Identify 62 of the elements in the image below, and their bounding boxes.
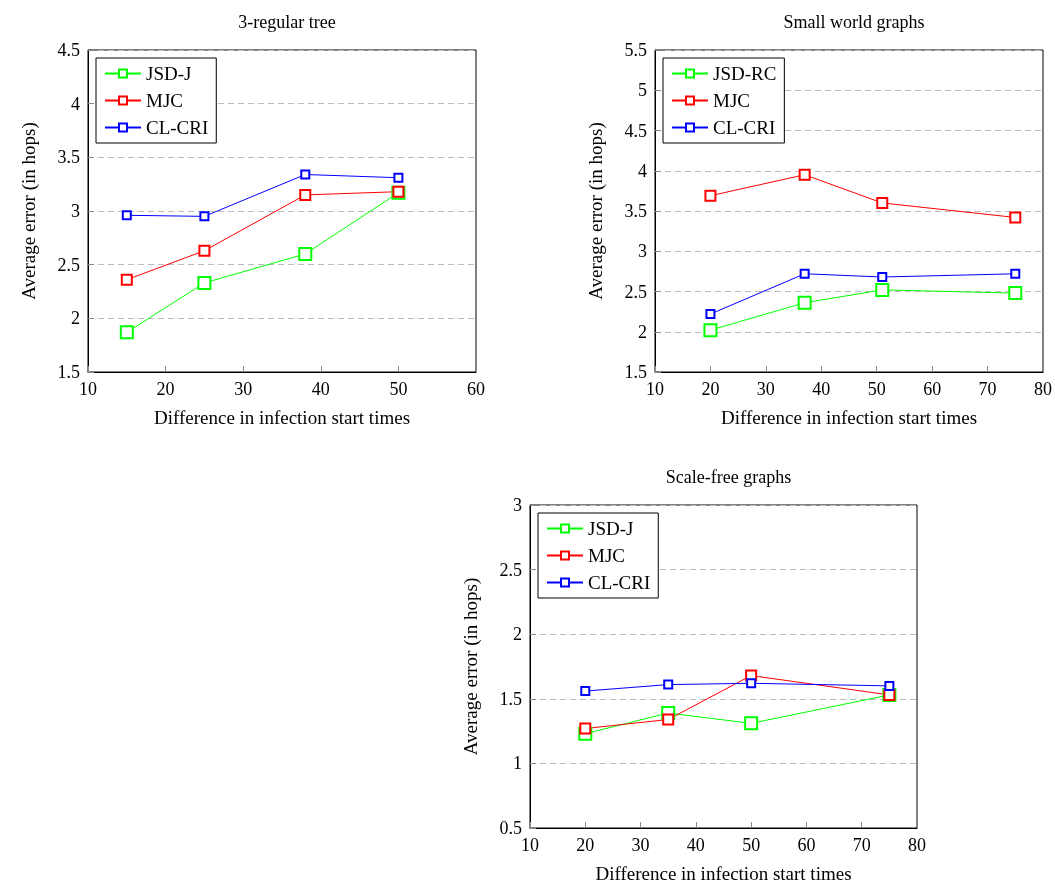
x-tick-label: 60 xyxy=(797,835,816,855)
y-tick-label: 5.5 xyxy=(624,40,647,60)
x-tick-label: 70 xyxy=(978,379,997,399)
x-tick-label: 40 xyxy=(311,379,330,399)
y-tick-label: 4 xyxy=(638,160,647,181)
x-tick-label: 10 xyxy=(521,835,539,855)
chart-title: Small world graphs xyxy=(783,12,925,32)
legend-label: JSD-J xyxy=(146,63,192,84)
y-tick-label: 2 xyxy=(638,321,647,342)
y-tick-label: 3.5 xyxy=(624,201,647,221)
y-tick-label: 4.5 xyxy=(624,120,647,141)
x-tick-label: 50 xyxy=(742,835,761,855)
legend-label: JSD-RC xyxy=(713,63,777,84)
x-axis-title: Difference in infection start times xyxy=(595,863,852,884)
chart-title: 3-regular tree xyxy=(238,12,336,32)
y-tick-label: 1.5 xyxy=(624,362,647,382)
y-tick-label: 2 xyxy=(513,624,522,645)
legend-label: MJC xyxy=(588,545,625,566)
x-tick-label: 40 xyxy=(812,379,831,399)
x-tick-label: 60 xyxy=(923,379,942,399)
y-tick-label: 4.5 xyxy=(57,40,80,60)
x-tick-label: 20 xyxy=(156,379,175,399)
y-tick-label: 2 xyxy=(71,308,80,329)
x-tick-label: 50 xyxy=(389,379,408,399)
x-axis-title: Difference in infection start times xyxy=(720,407,978,428)
x-tick-label: 20 xyxy=(576,835,595,855)
y-tick-label: 5 xyxy=(638,80,647,101)
x-tick-label: 30 xyxy=(631,835,650,855)
y-tick-label: 1.5 xyxy=(57,362,80,382)
x-tick-label: 50 xyxy=(867,379,886,399)
x-tick-label: 60 xyxy=(467,379,485,399)
legend-label: MJC xyxy=(146,90,183,111)
chart-title: Scale-free graphs xyxy=(665,467,792,487)
y-tick-label: 1.5 xyxy=(499,688,522,709)
y-tick-label: 3 xyxy=(638,241,647,262)
y-tick-label: 3 xyxy=(71,201,80,221)
y-tick-label: 2.5 xyxy=(57,254,80,275)
x-tick-label: 40 xyxy=(686,835,705,855)
x-tick-label: 80 xyxy=(1034,379,1052,399)
x-axis-title: Difference in infection start times xyxy=(153,407,411,428)
legend-label: JSD-J xyxy=(588,518,634,539)
x-tick-label: 10 xyxy=(79,379,97,399)
y-tick-label: 3 xyxy=(513,495,522,515)
y-axis-title: Average error (in hops) xyxy=(460,577,482,756)
x-tick-label: 20 xyxy=(701,379,720,399)
legend-label: CL-CRI xyxy=(588,572,651,593)
y-tick-label: 2.5 xyxy=(624,281,647,302)
x-tick-label: 80 xyxy=(908,835,926,855)
y-axis-title: Average error (in hops) xyxy=(585,122,607,300)
x-tick-label: 70 xyxy=(852,835,871,855)
y-tick-label: 1 xyxy=(513,753,522,774)
y-axis-title: Average error (in hops) xyxy=(18,122,40,300)
legend-label: CL-CRI xyxy=(713,117,776,138)
x-tick-label: 30 xyxy=(756,379,775,399)
x-tick-label: 30 xyxy=(234,379,253,399)
y-tick-label: 4 xyxy=(71,93,80,114)
y-tick-label: 0.5 xyxy=(499,818,522,838)
x-tick-label: 10 xyxy=(646,379,664,399)
y-tick-label: 2.5 xyxy=(499,559,522,580)
legend-label: CL-CRI xyxy=(146,117,209,138)
legend-label: MJC xyxy=(713,90,750,111)
y-tick-label: 3.5 xyxy=(57,147,80,168)
